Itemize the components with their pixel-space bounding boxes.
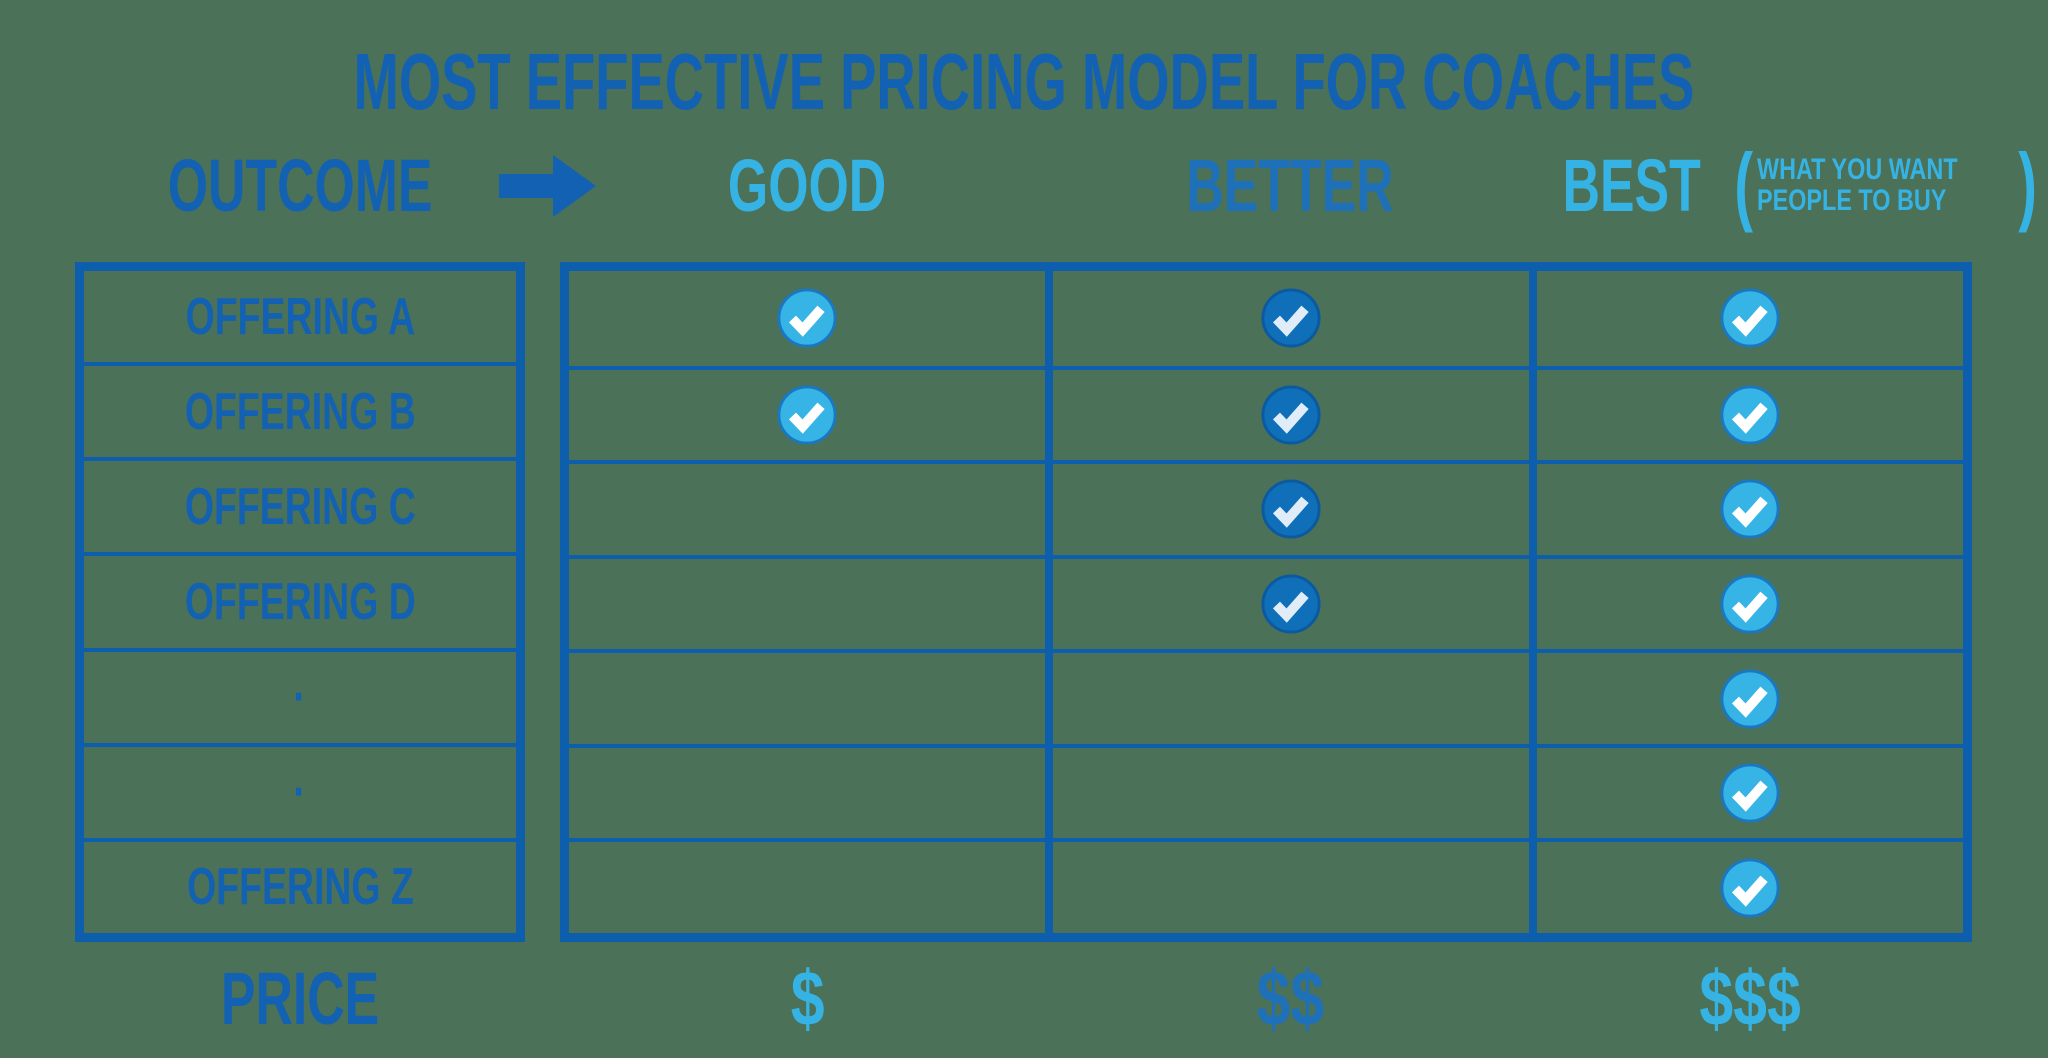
- good-label: GOOD: [728, 143, 887, 227]
- price-best: $$$: [1535, 950, 1965, 1046]
- page-title-text: MOST EFFECTIVE PRICING MODEL FOR COACHES: [353, 37, 1695, 126]
- outcome-label: OUTCOME: [167, 143, 433, 227]
- check-icon: [777, 288, 837, 348]
- offering-label: OFFERING C: [184, 477, 416, 536]
- check-icon: [1720, 669, 1780, 729]
- open-paren: (: [1734, 135, 1754, 234]
- check-icon: [777, 385, 837, 445]
- grid-cell-better-row1: [1045, 271, 1529, 366]
- grid-cell-good-row6: [569, 743, 1045, 839]
- page-title: MOST EFFECTIVE PRICING MODEL FOR COACHES: [0, 36, 2048, 128]
- outcome-rows: OFFERING A OFFERING B OFFERING C OFFERING D…: [75, 262, 525, 942]
- offering-label: ·: [293, 668, 307, 727]
- better-label: BETTER: [1186, 143, 1394, 227]
- best-header: BEST ( WHAT YOU WANT PEOPLE TO BUY ): [1545, 141, 2037, 228]
- grid-cell-good-row3: [569, 460, 1045, 555]
- price-good: $: [565, 950, 1050, 1046]
- check-icon: [1720, 858, 1780, 918]
- price-better-value: $$: [1256, 953, 1324, 1042]
- price-row-label: PRICE: [75, 950, 525, 1046]
- price-good-value: $: [790, 953, 825, 1042]
- best-note: WHAT YOU WANT PEOPLE TO BUY: [1757, 154, 2014, 216]
- grid-cell-good-row4: [569, 554, 1045, 650]
- grid-cell-better-row3: [1045, 460, 1529, 555]
- offering-label: OFFERING D: [184, 572, 416, 631]
- offering-row: OFFERING A: [84, 271, 516, 362]
- grid-cell-best-row2: [1529, 365, 1963, 461]
- grid-cell-best-row4: [1529, 554, 1963, 650]
- best-note-line2: PEOPLE TO BUY: [1757, 184, 1947, 217]
- good-header: GOOD: [565, 144, 1050, 227]
- offering-label: OFFERING Z: [186, 858, 414, 917]
- grid-cell-better-row5: [1045, 649, 1529, 744]
- best-note-line1: WHAT YOU WANT: [1757, 153, 1958, 186]
- offering-label: ·: [293, 763, 307, 822]
- pricing-grid: [560, 262, 1972, 942]
- check-icon: [1261, 385, 1321, 445]
- grid-cell-better-row4: [1045, 554, 1529, 650]
- grid-cell-best-row3: [1529, 460, 1963, 555]
- offering-label: OFFERING A: [185, 287, 415, 346]
- grid-cell-best-row5: [1529, 649, 1963, 744]
- price-label-text: PRICE: [220, 956, 380, 1040]
- best-label: BEST: [1562, 143, 1701, 227]
- grid-cell-better-row2: [1045, 365, 1529, 461]
- check-icon: [1261, 574, 1321, 634]
- right-arrow-icon: [499, 154, 597, 218]
- offering-row: OFFERING Z: [84, 837, 516, 933]
- dot-row: ·: [84, 742, 516, 838]
- offering-row: OFFERING B: [84, 362, 516, 457]
- grid-cell-good-row1: [569, 271, 1045, 366]
- price-best-value: $$$: [1699, 953, 1801, 1042]
- price-better: $$: [1050, 950, 1530, 1046]
- outcome-header: OUTCOME: [75, 144, 525, 227]
- check-icon: [1720, 479, 1780, 539]
- check-icon: [1720, 288, 1780, 348]
- offering-row: OFFERING C: [84, 457, 516, 552]
- better-header: BETTER: [1050, 144, 1530, 227]
- grid-cell-good-row5: [569, 649, 1045, 744]
- grid-cell-good-row2: [569, 365, 1045, 461]
- check-icon: [1261, 479, 1321, 539]
- dot-row: ·: [84, 647, 516, 743]
- check-icon: [1720, 574, 1780, 634]
- close-paren: ): [2018, 135, 2037, 234]
- grid-cell-better-row6: [1045, 743, 1529, 839]
- grid-cell-good-row7: [569, 838, 1045, 933]
- grid-cell-best-row7: [1529, 838, 1963, 933]
- offering-label: OFFERING B: [184, 382, 416, 441]
- check-icon: [1720, 763, 1780, 823]
- grid-cell-best-row1: [1529, 271, 1963, 366]
- grid-cell-better-row7: [1045, 838, 1529, 933]
- grid-cell-best-row6: [1529, 743, 1963, 839]
- offering-row: OFFERING D: [84, 552, 516, 647]
- check-icon: [1261, 288, 1321, 348]
- check-icon: [1720, 385, 1780, 445]
